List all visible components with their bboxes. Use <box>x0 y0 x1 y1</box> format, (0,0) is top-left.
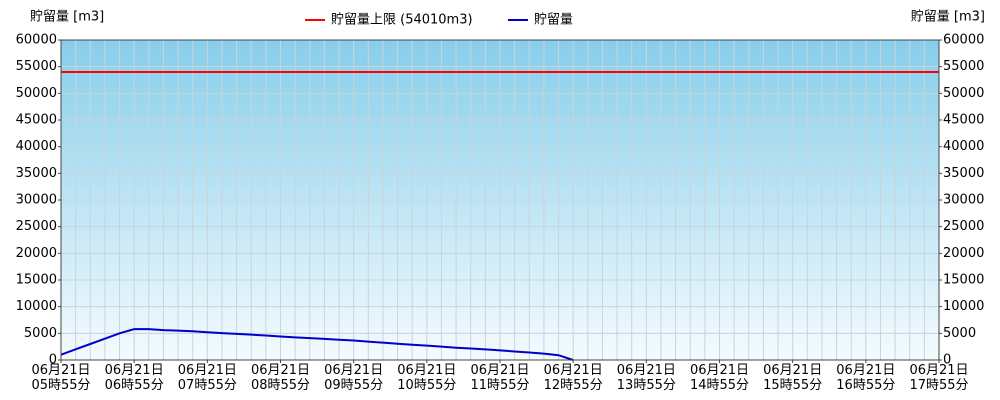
y-tick-label: 45000 <box>16 113 57 128</box>
y-tick-label: 60000 <box>16 33 57 48</box>
x-tick-label: 06月21日 08時55分 <box>250 363 311 393</box>
x-tick-label: 06月21日 09時55分 <box>324 363 384 393</box>
x-tick-label: 06月21日 11時55分 <box>470 363 530 393</box>
y-tick-label: 10000 <box>16 299 57 314</box>
y-tick-label: 40000 <box>16 139 57 154</box>
y2-tick-label: 50000 <box>943 86 984 101</box>
x-tick-label: 06月21日 06時55分 <box>104 363 164 393</box>
y2-tick-label: 40000 <box>943 139 984 154</box>
x-tick-label: 06月21日 10時55分 <box>397 363 457 393</box>
y2-tick-label: 55000 <box>943 59 984 74</box>
y-tick-label: 5000 <box>24 326 57 341</box>
y2-tick-label: 35000 <box>943 166 984 181</box>
x-tick-label: 06月21日 17時55分 <box>909 363 969 393</box>
y-tick-label: 25000 <box>16 219 57 234</box>
y2-tick-label: 30000 <box>943 193 984 208</box>
y2-tick-label: 60000 <box>943 33 984 48</box>
y2-tick-label: 15000 <box>943 273 984 288</box>
y2-axis-label: 貯留量 [m3] <box>911 10 985 25</box>
y-tick-label: 50000 <box>16 86 57 101</box>
x-tick-label: 06月21日 07時55分 <box>177 363 237 393</box>
x-tick-label: 06月21日 12時55分 <box>543 363 603 393</box>
y-tick-label: 55000 <box>16 59 57 74</box>
legend-label: 貯留量 <box>534 13 573 28</box>
y2-tick-label: 25000 <box>943 219 984 234</box>
y2-tick-label: 0 <box>943 353 951 368</box>
y-axis-label: 貯留量 [m3] <box>30 10 104 25</box>
y2-tick-label: 10000 <box>943 299 984 314</box>
x-tick-label: 06月21日 16時55分 <box>836 363 896 393</box>
y-tick-label: 35000 <box>16 166 57 181</box>
y2-tick-label: 20000 <box>943 246 984 261</box>
y-tick-label: 20000 <box>16 246 57 261</box>
x-tick-label: 06月21日 13時55分 <box>616 363 676 393</box>
y-tick-label: 0 <box>49 353 57 368</box>
y-tick-label: 30000 <box>16 193 57 208</box>
x-tick-label: 06月21日 14時55分 <box>689 363 750 393</box>
x-tick-label: 06月21日 05時55分 <box>31 363 91 393</box>
x-tick-label: 06月21日 15時55分 <box>763 363 823 393</box>
y-tick-label: 15000 <box>16 273 57 288</box>
data-line <box>60 328 574 361</box>
y2-tick-label: 45000 <box>943 113 984 128</box>
legend-label: 貯留量上限 (54010m3) <box>331 13 473 28</box>
y2-tick-label: 5000 <box>943 326 976 341</box>
